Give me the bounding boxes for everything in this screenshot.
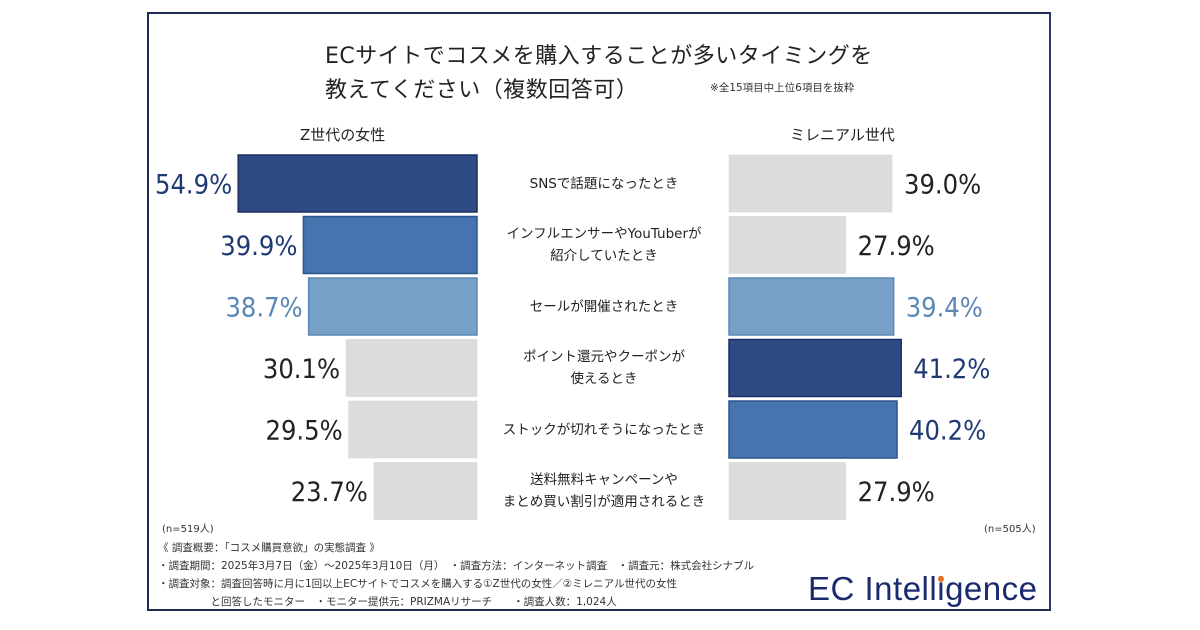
millennial-value-label-1: 39.0% xyxy=(904,170,981,201)
category-label-5: ストックが切れそうになったとき xyxy=(480,419,728,441)
survey-provider-count: と回答したモニター ・モニター提供元：PRIZMAリサーチ ・調査人数：1,02… xyxy=(158,596,617,608)
gen-z-bar-1 xyxy=(237,154,478,213)
category-label-line: セールが開催されたとき xyxy=(529,298,679,315)
survey-heading: 《 調査概要：「コスメ購買意欲」の実態調査 》 xyxy=(158,542,380,554)
logo-orange-dot xyxy=(938,576,945,582)
gen-z-bar-4 xyxy=(345,339,478,397)
millennial-bar-5 xyxy=(728,400,898,459)
millennial-value-label-2: 27.9% xyxy=(858,231,935,262)
category-label-line: 使えるとき xyxy=(570,371,638,387)
gen-z-bar-2 xyxy=(302,215,478,275)
chart-title-line2: 教えてください（複数回答可） xyxy=(325,78,639,103)
sample-size-millennial: (n=505人) xyxy=(984,524,1036,535)
chart-note: ※全15項目中上位6項目を抜粋 xyxy=(710,82,855,94)
category-label-1: SNSで話題になったとき xyxy=(480,173,728,195)
millennial-bar-4 xyxy=(728,338,902,398)
millennial-value-label-4: 41.2% xyxy=(913,354,990,385)
category-label-line: SNSで話題になったとき xyxy=(529,175,679,192)
survey-target: ・調査対象：調査回答時に月に1回以上ECサイトでコスメを購入する①Z世代の女性／… xyxy=(158,578,678,590)
gen-z-value-label-3: 38.7% xyxy=(225,293,302,324)
millennial-bar-1 xyxy=(728,154,893,213)
gen-z-value-label-6: 23.7% xyxy=(291,477,368,508)
category-label-6: 送料無料キャンペーンやまとめ買い割引が適用されるとき xyxy=(480,469,728,513)
category-label-line: インフルエンサーやYouTuberが xyxy=(506,226,702,242)
survey-period-method: ・調査期間：2025年3月7日（金）～2025年3月10日（月） ・調査方法：イ… xyxy=(158,560,755,572)
gen-z-value-label-5: 29.5% xyxy=(266,416,343,447)
millennial-bar-3 xyxy=(728,277,895,336)
millennial-value-label-3: 39.4% xyxy=(906,293,983,324)
category-label-line: ストックが切れそうになったとき xyxy=(502,421,706,438)
category-label-line: 送料無料キャンペーンや xyxy=(530,472,678,488)
chart-title-line1: ECサイトでコスメを購入することが多いタイミングを xyxy=(325,44,873,69)
logo-text-after: gence xyxy=(945,570,1038,607)
group-label-millennial: ミレニアル世代 xyxy=(790,126,895,144)
millennial-value-label-5: 40.2% xyxy=(909,416,986,447)
gen-z-value-label-2: 39.9% xyxy=(220,231,297,262)
category-label-line: まとめ買い割引が適用されるとき xyxy=(502,494,706,510)
gen-z-bar-6 xyxy=(373,462,478,520)
gen-z-bar-3 xyxy=(307,277,478,336)
gen-z-value-label-4: 30.1% xyxy=(263,354,340,385)
millennial-bar-2 xyxy=(728,216,846,274)
ec-intelligence-logo: EC Intelli gence xyxy=(808,570,1037,608)
logo-i-orange-dot: i xyxy=(937,570,946,607)
category-label-4: ポイント還元やクーポンが 使えるとき xyxy=(480,346,728,390)
category-label-2: インフルエンサーやYouTuberが 紹介していたとき xyxy=(480,223,728,267)
gen-z-value-label-1: 54.9% xyxy=(155,170,232,201)
sample-size-gen-z: (n=519人) xyxy=(162,524,214,535)
logo-text-before: EC Intell xyxy=(808,570,938,607)
gen-z-bar-5 xyxy=(348,400,478,459)
category-label-line: 紹介していたとき xyxy=(550,248,658,264)
category-label-line: ポイント還元やクーポンが xyxy=(523,349,685,365)
category-label-3: セールが開催されたとき xyxy=(480,296,728,318)
millennial-value-label-6: 27.9% xyxy=(858,477,935,508)
chart-frame xyxy=(147,12,1051,611)
group-label-gen-z: Z世代の女性 xyxy=(300,126,386,144)
millennial-bar-6 xyxy=(728,462,846,520)
